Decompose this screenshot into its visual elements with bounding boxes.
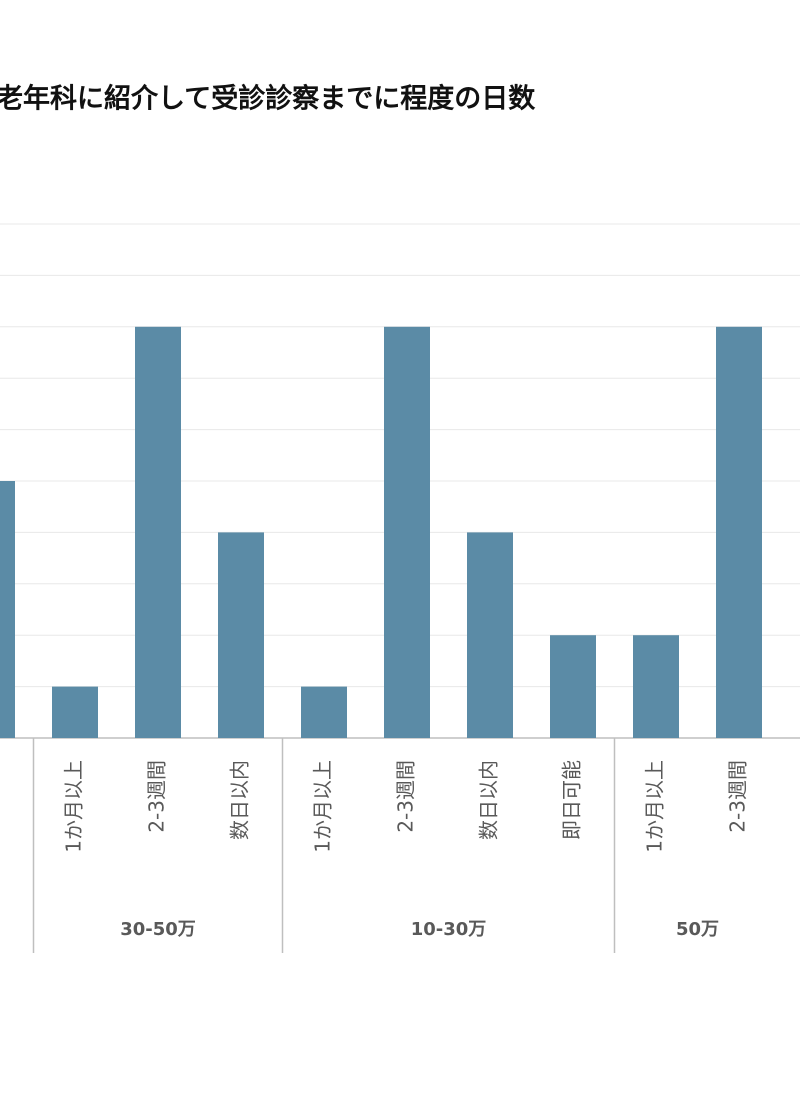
- bar: [218, 532, 264, 738]
- x-tick-label: 2-3週間: [394, 760, 418, 833]
- bar: [135, 326, 181, 738]
- bar: [301, 686, 347, 738]
- bar: [0, 481, 15, 738]
- x-tick-label: 2-3週間: [726, 760, 750, 833]
- bar: [716, 326, 762, 738]
- x-tick-label: 数日以内: [477, 760, 501, 840]
- bar: [467, 532, 513, 738]
- bar: [52, 686, 98, 738]
- group-label: 10-30万: [411, 919, 487, 940]
- x-tick-label: 1か月以上: [311, 760, 335, 853]
- group-label: 30-50万: [120, 919, 196, 940]
- bar: [550, 635, 596, 738]
- bar: [384, 326, 430, 738]
- group-label: 50万: [676, 919, 719, 940]
- bar: [633, 635, 679, 738]
- x-tick-label: 1か月以上: [62, 760, 86, 853]
- x-tick-label: 1か月以上: [643, 760, 667, 853]
- x-tick-label: 数日以内: [228, 760, 252, 840]
- x-tick-label: 即日可能: [560, 760, 584, 840]
- x-tick-label: 2-3週間: [145, 760, 169, 833]
- chart-title: 老年科に紹介して受診診察までに程度の日数: [0, 83, 536, 115]
